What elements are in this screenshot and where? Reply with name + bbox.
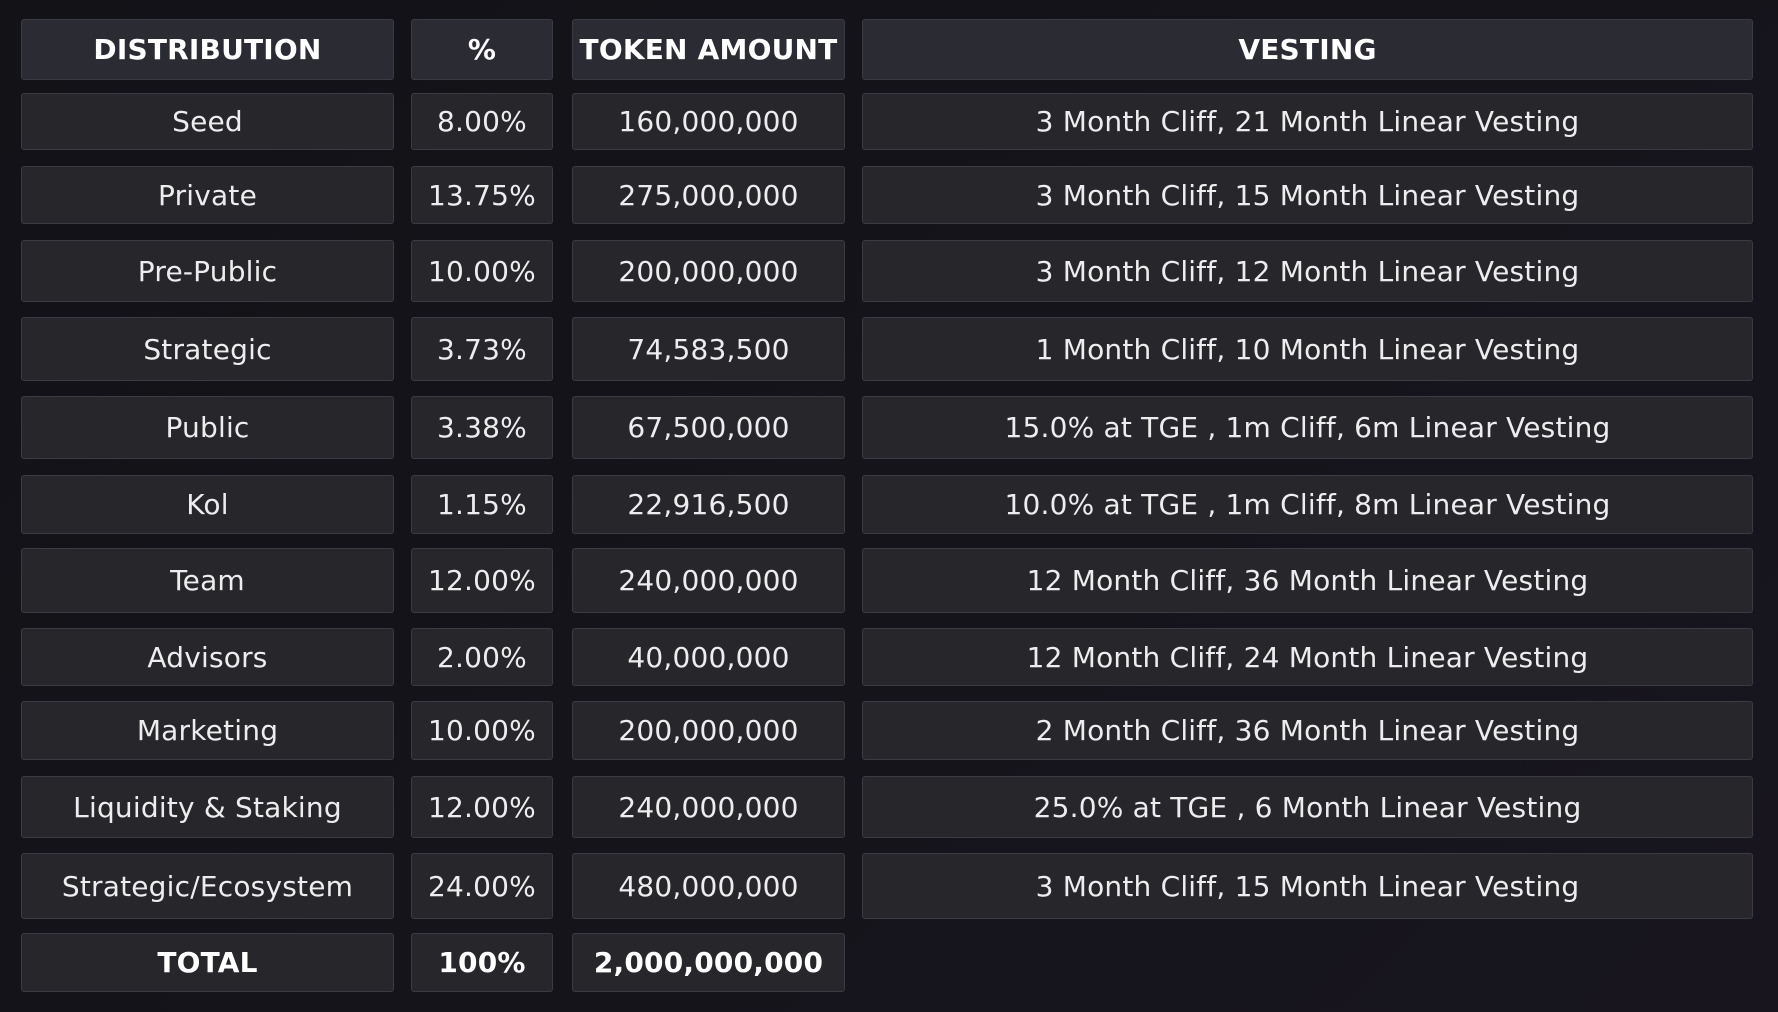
header-vesting: VESTING: [862, 19, 1753, 80]
row-public-amount: 67,500,000: [572, 396, 845, 459]
row-marketing-vesting: 2 Month Cliff, 36 Month Linear Vesting: [862, 701, 1753, 760]
row-strategic-distribution: Strategic: [21, 317, 394, 381]
row-team-distribution: Team: [21, 548, 394, 613]
row-pre-public-amount: 200,000,000: [572, 240, 845, 302]
row-advisors-percent: 2.00%: [411, 628, 553, 686]
row-liquidity-staking-amount: 240,000,000: [572, 776, 845, 838]
row-liquidity-staking-distribution: Liquidity & Staking: [21, 776, 394, 838]
row-kol-distribution: Kol: [21, 475, 394, 534]
row-kol-percent: 1.15%: [411, 475, 553, 534]
row-private-distribution: Private: [21, 166, 394, 224]
row-strategic-ecosystem-vesting: 3 Month Cliff, 15 Month Linear Vesting: [862, 853, 1753, 919]
total-percent: 100%: [411, 933, 553, 992]
row-pre-public-distribution: Pre-Public: [21, 240, 394, 302]
row-marketing-percent: 10.00%: [411, 701, 553, 760]
total-label: TOTAL: [21, 933, 394, 992]
row-private-vesting: 3 Month Cliff, 15 Month Linear Vesting: [862, 166, 1753, 224]
header-token-amount: TOKEN AMOUNT: [572, 19, 845, 80]
row-advisors-vesting: 12 Month Cliff, 24 Month Linear Vesting: [862, 628, 1753, 686]
row-seed-amount: 160,000,000: [572, 93, 845, 150]
total-amount: 2,000,000,000: [572, 933, 845, 992]
row-kol-amount: 22,916,500: [572, 475, 845, 534]
row-strategic-vesting: 1 Month Cliff, 10 Month Linear Vesting: [862, 317, 1753, 381]
row-public-percent: 3.38%: [411, 396, 553, 459]
row-seed-vesting: 3 Month Cliff, 21 Month Linear Vesting: [862, 93, 1753, 150]
row-kol-vesting: 10.0% at TGE , 1m Cliff, 8m Linear Vesti…: [862, 475, 1753, 534]
row-advisors-amount: 40,000,000: [572, 628, 845, 686]
row-liquidity-staking-percent: 12.00%: [411, 776, 553, 838]
row-team-vesting: 12 Month Cliff, 36 Month Linear Vesting: [862, 548, 1753, 613]
row-private-amount: 275,000,000: [572, 166, 845, 224]
row-strategic-ecosystem-percent: 24.00%: [411, 853, 553, 919]
row-seed-distribution: Seed: [21, 93, 394, 150]
row-seed-percent: 8.00%: [411, 93, 553, 150]
row-public-distribution: Public: [21, 396, 394, 459]
row-advisors-distribution: Advisors: [21, 628, 394, 686]
row-marketing-distribution: Marketing: [21, 701, 394, 760]
row-public-vesting: 15.0% at TGE , 1m Cliff, 6m Linear Vesti…: [862, 396, 1753, 459]
header-percent: %: [411, 19, 553, 80]
row-team-percent: 12.00%: [411, 548, 553, 613]
row-pre-public-vesting: 3 Month Cliff, 12 Month Linear Vesting: [862, 240, 1753, 302]
row-strategic-ecosystem-amount: 480,000,000: [572, 853, 845, 919]
row-liquidity-staking-vesting: 25.0% at TGE , 6 Month Linear Vesting: [862, 776, 1753, 838]
row-private-percent: 13.75%: [411, 166, 553, 224]
row-pre-public-percent: 10.00%: [411, 240, 553, 302]
header-distribution: DISTRIBUTION: [21, 19, 394, 80]
row-marketing-amount: 200,000,000: [572, 701, 845, 760]
row-strategic-percent: 3.73%: [411, 317, 553, 381]
row-strategic-amount: 74,583,500: [572, 317, 845, 381]
row-strategic-ecosystem-distribution: Strategic/Ecosystem: [21, 853, 394, 919]
row-team-amount: 240,000,000: [572, 548, 845, 613]
